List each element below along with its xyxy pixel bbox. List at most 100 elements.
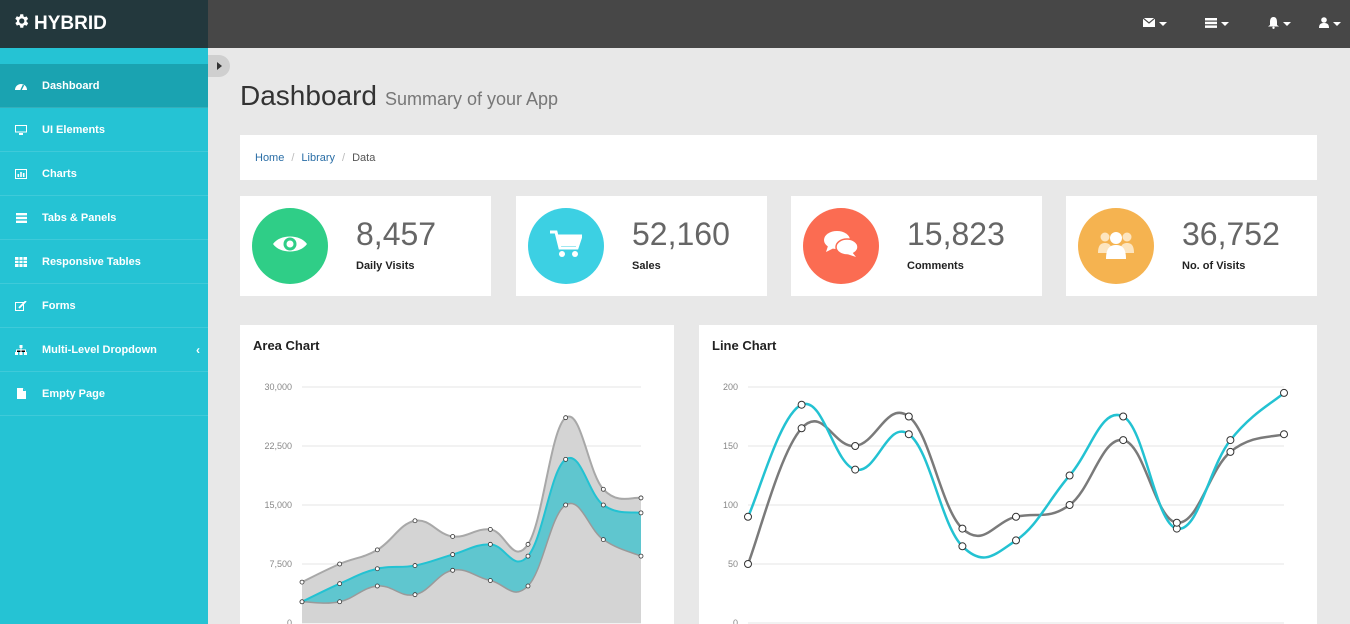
data-point (337, 561, 343, 567)
stat-label: Comments (907, 260, 964, 272)
breadcrumb: Home / Library / Data (240, 135, 1317, 180)
sidebar-item-dashboard[interactable]: Dashboard (0, 64, 208, 108)
sidebar-item-empty-page[interactable]: Empty Page (0, 372, 208, 416)
data-point (525, 583, 531, 589)
stat-card-visits: 36,752 No. of Visits (1066, 196, 1317, 296)
tasks-dropdown[interactable] (1186, 0, 1248, 48)
sidebar-item-forms[interactable]: Forms (0, 284, 208, 328)
y-tick-label: 30,000 (264, 382, 292, 392)
line-chart: 0 50 100 150 200 (723, 382, 1288, 624)
data-point (851, 442, 860, 450)
data-point (1119, 412, 1128, 421)
data-point (487, 526, 493, 532)
desktop-icon (14, 124, 28, 135)
gear-icon (12, 12, 30, 36)
data-point (1226, 447, 1235, 456)
data-point (337, 581, 343, 587)
stat-icon-circle (252, 208, 328, 284)
area-chart-panel: Area Chart 0 7,500 15,000 22,500 30,000 (240, 325, 674, 624)
line-chart-panel: Line Chart 0 50 100 150 200 (699, 325, 1317, 624)
sidebar-item-label: Forms (42, 299, 76, 312)
sidebar-item-responsive-tables[interactable]: Responsive Tables (0, 240, 208, 284)
data-point (412, 518, 418, 524)
data-point (1226, 436, 1235, 445)
y-tick-label: 50 (728, 559, 738, 569)
panel-title: Area Chart (253, 338, 320, 353)
y-tick-label: 0 (287, 618, 292, 624)
bar-chart-icon (14, 168, 28, 179)
data-point (638, 553, 644, 559)
area-chart: 0 7,500 15,000 22,500 30,000 (264, 382, 644, 624)
top-navbar (208, 0, 1350, 48)
line-series (746, 391, 1285, 559)
data-point (525, 541, 531, 547)
data-point (797, 400, 806, 409)
data-point (958, 542, 967, 551)
caret-right-icon (216, 62, 222, 70)
data-point (638, 510, 644, 516)
sidebar-item-tabs-panels[interactable]: Tabs & Panels (0, 196, 208, 240)
y-tick-label: 150 (723, 441, 738, 451)
stat-label: No. of Visits (1182, 260, 1246, 272)
data-point (412, 563, 418, 568)
page-title: Dashboard (240, 80, 377, 111)
data-point (638, 495, 644, 501)
sidebar-toggle-button[interactable] (208, 55, 230, 77)
data-point (1065, 471, 1074, 480)
data-point (563, 502, 569, 508)
data-point (904, 412, 913, 421)
data-point (1012, 512, 1020, 521)
breadcrumb-separator: / (342, 151, 346, 164)
page-subtitle: Summary of your App (384, 89, 559, 109)
data-point (744, 512, 752, 521)
breadcrumb-library[interactable]: Library (301, 151, 336, 164)
stat-value: 52,160 (632, 216, 730, 252)
data-point (487, 578, 493, 583)
data-point (600, 502, 606, 508)
user-icon (1319, 17, 1329, 31)
alerts-dropdown[interactable] (1248, 0, 1310, 48)
area-series-low-line (301, 502, 642, 604)
stat-label: Daily Visits (356, 260, 415, 272)
sidebar-item-ui-elements[interactable]: UI Elements (0, 108, 208, 152)
data-point (958, 524, 967, 533)
data-point (851, 465, 860, 474)
user-dropdown[interactable] (1310, 0, 1350, 48)
sidebar-item-multi-level-dropdown[interactable]: Multi-Level Dropdown ‹ (0, 328, 208, 372)
messages-dropdown[interactable] (1124, 0, 1186, 48)
stat-icon-circle (528, 208, 604, 284)
y-tick-label: 22,500 (264, 441, 292, 451)
brand-logo[interactable]: HYBRID (0, 0, 208, 48)
data-point (1065, 501, 1074, 509)
data-point (487, 541, 493, 547)
data-point (412, 592, 418, 598)
data-point (1119, 436, 1128, 445)
shopping-cart-icon (550, 230, 584, 263)
users-icon (1097, 229, 1135, 264)
data-point (744, 560, 752, 568)
sidebar-item-label: Multi-Level Dropdown (42, 343, 157, 356)
breadcrumb-home[interactable]: Home (255, 151, 285, 164)
edit-icon (14, 300, 28, 311)
data-point (600, 486, 606, 492)
data-point (797, 424, 806, 433)
sidebar-item-label: Responsive Tables (42, 255, 141, 268)
data-point (1280, 388, 1288, 397)
y-tick-label: 100 (723, 500, 738, 510)
sidebar-item-charts[interactable]: Charts (0, 152, 208, 196)
tasks-icon (1205, 17, 1217, 31)
data-point (1280, 430, 1288, 439)
sidebar-item-label: Charts (42, 167, 77, 180)
data-point (563, 456, 569, 462)
data-point (299, 579, 305, 585)
data-point (904, 430, 913, 439)
stat-value: 36,752 (1182, 216, 1280, 252)
sidebar-item-label: UI Elements (42, 123, 105, 136)
dashboard-icon (14, 81, 28, 91)
stat-value: 8,457 (356, 216, 437, 252)
area-series-teal-line (301, 456, 642, 603)
stat-card-sales: 52,160 Sales (516, 196, 767, 296)
data-point (450, 567, 456, 573)
data-point (299, 599, 305, 605)
sidebar-item-label: Empty Page (42, 387, 105, 400)
